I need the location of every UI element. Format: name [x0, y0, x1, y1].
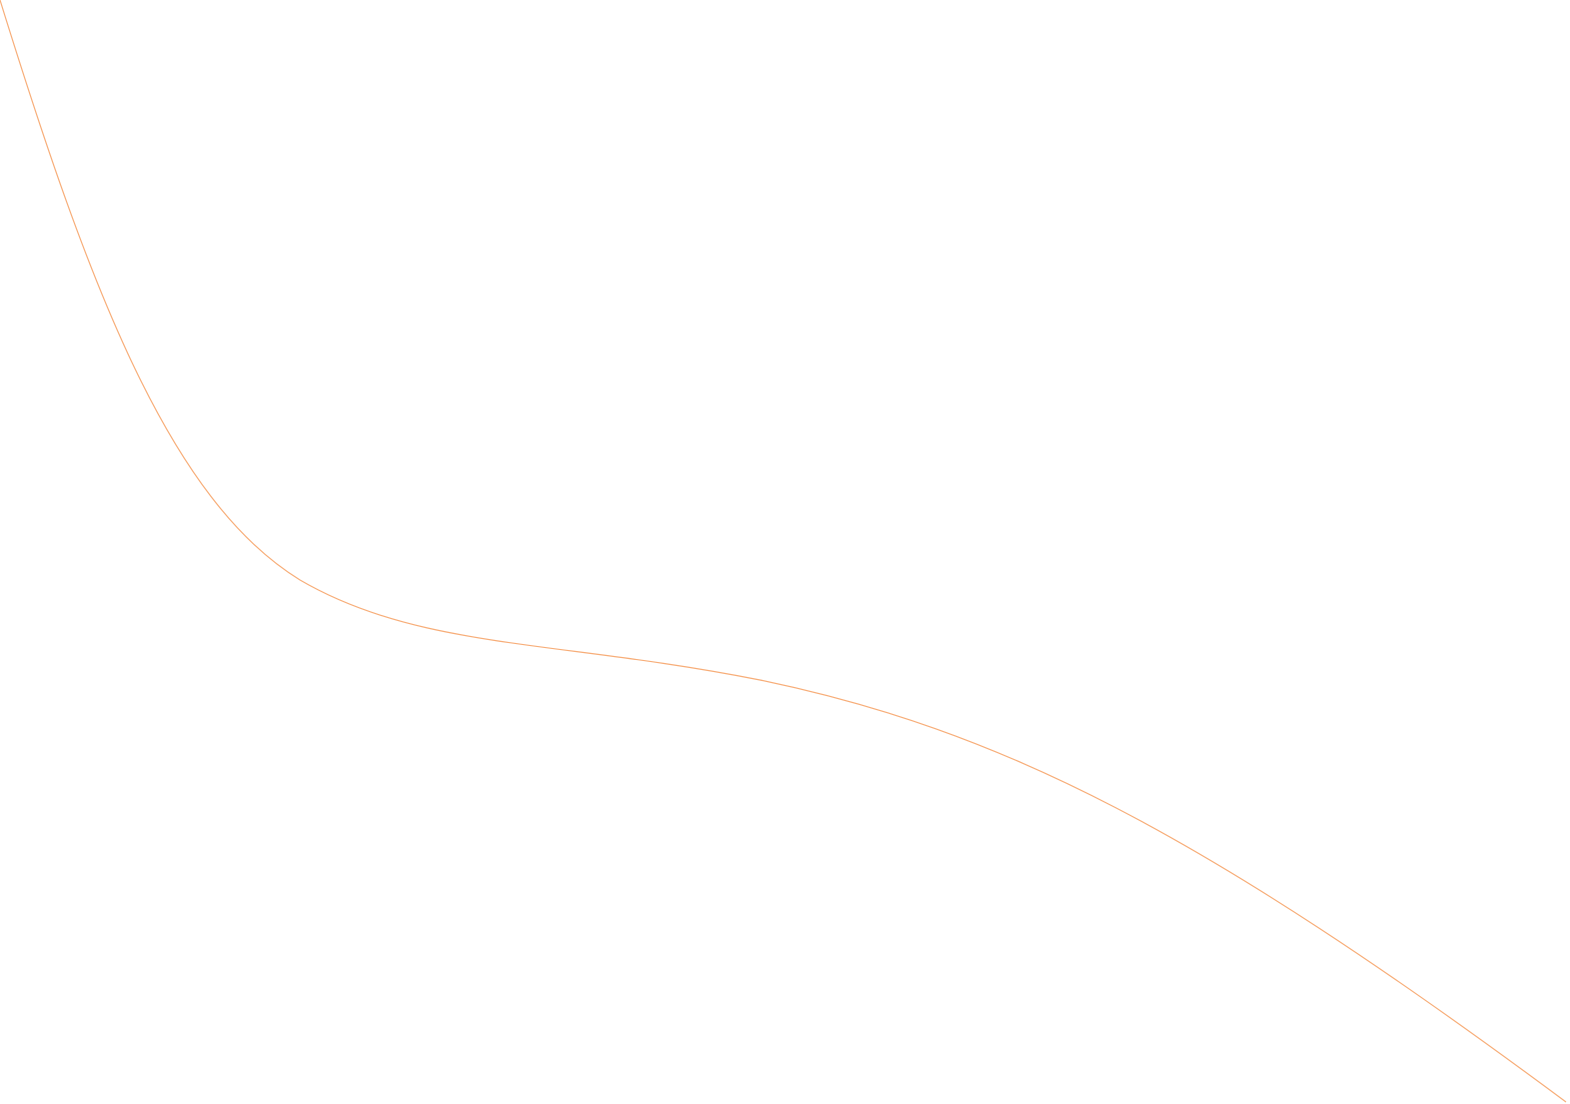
decorative-curve [0, 0, 1567, 1103]
canvas [0, 0, 1567, 1103]
page: {} html, body { margin: 0; padding: 0; b… [0, 0, 1567, 1103]
page-body [0, 0, 1567, 1103]
